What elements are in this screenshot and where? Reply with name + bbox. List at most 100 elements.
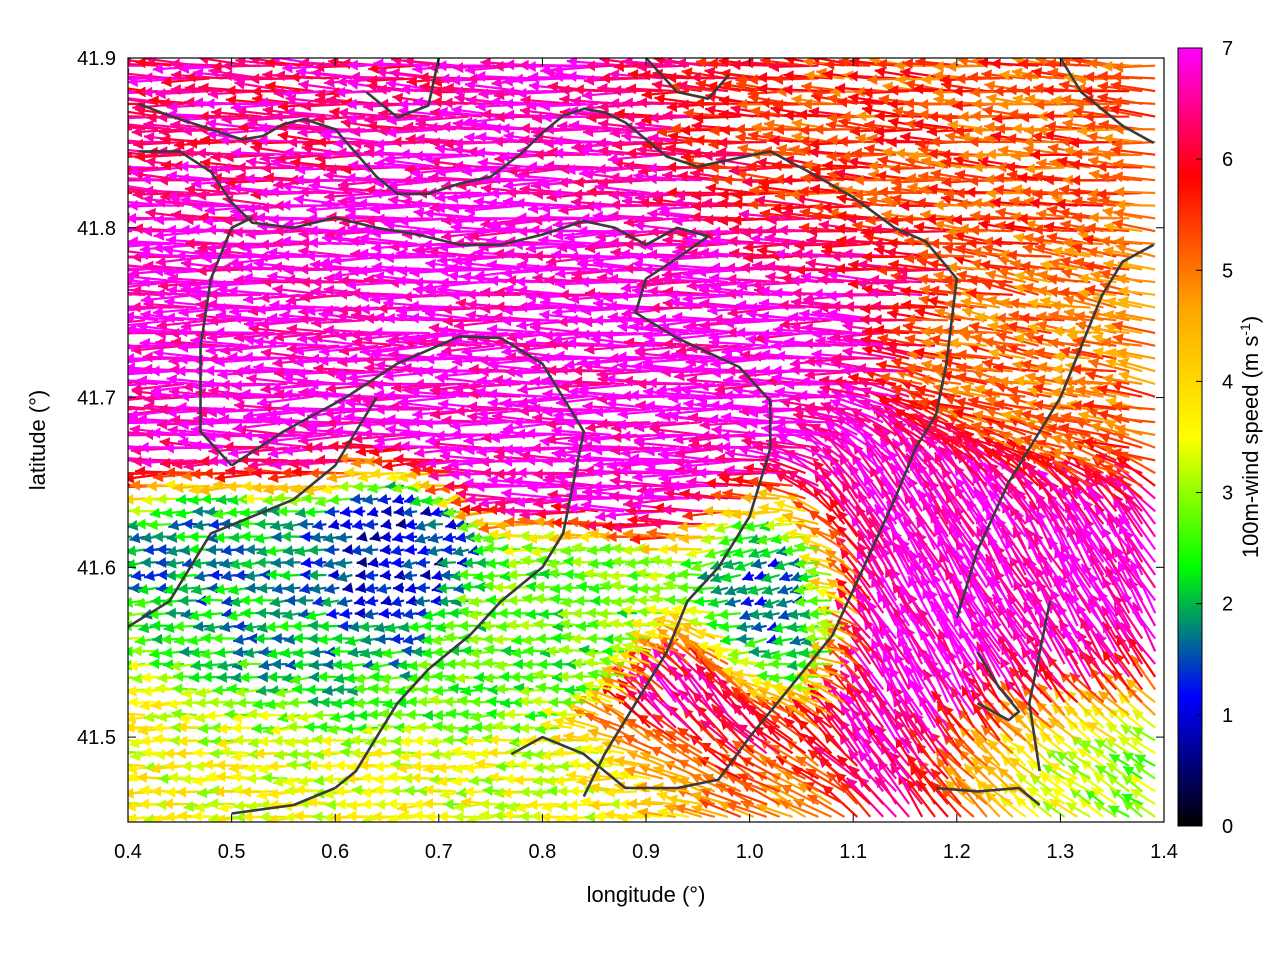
wind-arrowhead (510, 723, 520, 734)
wind-arrowhead (609, 491, 619, 502)
wind-arrowhead (458, 606, 469, 617)
wind-arrowhead (690, 491, 700, 502)
wind-arrowhead (80, 481, 90, 492)
wind-arrowhead (345, 636, 356, 647)
wind-arrowhead (287, 721, 297, 732)
wind-arrowhead (92, 498, 103, 509)
wind-arrowhead (484, 571, 494, 582)
wind-arrowhead (124, 722, 134, 733)
wind-arrowhead (192, 811, 202, 822)
wind-arrowhead (157, 672, 167, 683)
wind-arrowhead (346, 811, 356, 822)
wind-arrowhead (696, 468, 706, 479)
wind-arrowhead (157, 712, 168, 723)
wind-arrowhead (98, 478, 108, 489)
wind-arrowhead (236, 697, 246, 708)
wind-arrowhead (414, 633, 424, 644)
wind-arrowhead (283, 445, 293, 456)
wind-arrowhead (469, 597, 480, 608)
wind-arrowhead (200, 648, 211, 659)
wind-arrowhead (572, 608, 582, 619)
wind-arrowhead (445, 673, 456, 684)
wind-arrowhead (391, 557, 401, 568)
wind-arrowhead (360, 648, 371, 659)
wind-arrowhead (166, 608, 176, 619)
wind-arrowhead (208, 697, 218, 708)
wind-arrowhead (576, 621, 586, 632)
wind-arrowhead (574, 595, 584, 606)
wind-arrowhead (336, 799, 346, 810)
wind-arrowhead (554, 775, 565, 786)
wind-arrowhead (387, 798, 397, 809)
wind-arrowhead (140, 735, 150, 746)
wind-arrowhead (472, 722, 482, 733)
wind-arrowhead (251, 482, 261, 493)
wind-arrowhead (559, 761, 569, 772)
wind-arrowhead (258, 736, 268, 747)
wind-arrowhead (172, 683, 182, 694)
wind-arrowhead (106, 494, 116, 505)
wind-arrowhead (625, 595, 635, 606)
wind-arrowhead (421, 621, 431, 632)
wind-arrowhead (436, 763, 447, 774)
wind-arrowhead (733, 547, 744, 558)
wind-arrowhead (293, 810, 303, 821)
wind-arrowhead (257, 583, 267, 594)
wind-arrowhead (647, 571, 657, 582)
wind-arrowhead (114, 482, 124, 493)
wind-arrowhead (272, 633, 282, 644)
wind-arrowhead (433, 647, 443, 658)
wind-arrowhead (393, 454, 403, 465)
wind-arrowhead (404, 544, 415, 555)
wind-arrowhead (637, 595, 647, 606)
wind-arrowhead (151, 786, 161, 797)
wind-arrowhead (79, 471, 90, 482)
wind-arrowhead (101, 685, 111, 696)
wind-arrowhead (402, 646, 412, 657)
wind-arrowhead (156, 494, 166, 505)
wind-arrowhead (479, 456, 489, 467)
wind-arrowhead (520, 555, 531, 566)
wind-vector (92, 499, 132, 505)
wind-arrowhead (157, 569, 167, 580)
wind-arrowhead (298, 736, 308, 747)
wind-arrowhead (319, 697, 329, 708)
wind-arrowhead (483, 673, 493, 684)
wind-arrowhead (130, 505, 140, 516)
wind-arrowhead (485, 558, 496, 569)
wind-arrowhead (204, 622, 215, 633)
wind-arrowhead (428, 737, 439, 748)
wind-arrowhead (88, 450, 99, 461)
wind-arrowhead (116, 632, 126, 643)
wind-arrowhead (498, 608, 508, 619)
wind-arrowhead (153, 733, 163, 744)
wind-arrowhead (313, 710, 323, 721)
wind-arrowhead (317, 634, 327, 645)
wind-arrowhead (404, 785, 414, 796)
wind-arrowhead (493, 582, 503, 593)
wind-arrowhead (370, 531, 381, 542)
wind-arrowhead (678, 582, 688, 593)
wind-arrowhead (501, 530, 511, 541)
wind-arrowhead (665, 571, 676, 582)
wind-arrowhead (418, 684, 428, 695)
wind-arrowhead (162, 647, 173, 658)
wind-arrowhead (417, 696, 427, 707)
wind-arrowhead (234, 544, 244, 555)
wind-arrowhead (725, 597, 736, 608)
wind-arrowhead (312, 442, 322, 453)
wind-arrowhead (132, 646, 142, 657)
wind-arrowhead (278, 483, 289, 494)
wind-arrowhead (589, 583, 599, 594)
wind-arrowhead (209, 519, 220, 530)
wind-arrowhead (474, 672, 484, 683)
wind-arrowhead (587, 545, 597, 556)
wind-vector (111, 473, 158, 474)
wind-arrowhead (525, 428, 535, 439)
wind-arrowhead (321, 735, 331, 746)
wind-arrowhead (110, 519, 120, 530)
wind-arrowhead (304, 722, 314, 733)
wind-arrowhead (150, 620, 160, 631)
wind-arrowhead (531, 811, 541, 822)
wind-arrowhead (115, 583, 125, 594)
